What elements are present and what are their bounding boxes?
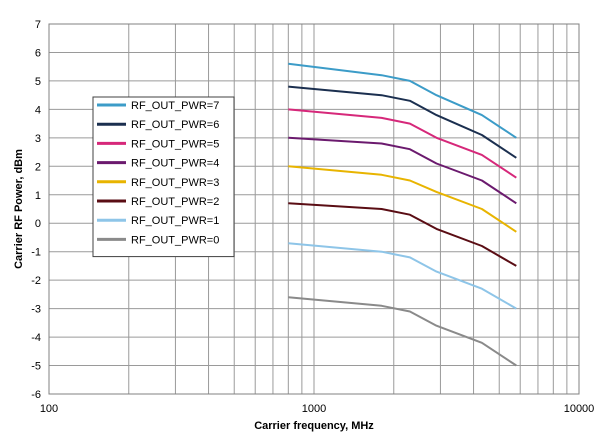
- series-line-1: [288, 85, 517, 159]
- y-tick-label: 7: [35, 19, 41, 31]
- y-tick-label: 6: [35, 47, 41, 59]
- y-tick-label: 4: [35, 104, 41, 116]
- y-tick-label: 5: [35, 76, 41, 88]
- series-line-4: [288, 165, 517, 233]
- x-tick-label: 100: [40, 403, 58, 415]
- legend: RF_OUT_PWR=7 RF_OUT_PWR=6 RF_OUT_PWR=5 RF_O…: [92, 96, 235, 258]
- y-tick-label: -5: [31, 361, 41, 373]
- x-axis-label: Carrier frequency, MHz: [254, 420, 374, 432]
- x-tick-labels: 100 1000 10000: [40, 403, 594, 415]
- series-line-2: [288, 108, 517, 179]
- y-tick-label: 1: [35, 190, 41, 202]
- series-layer: [288, 62, 517, 367]
- legend-label-3: RF_OUT_PWR=4: [131, 158, 219, 170]
- series-line-6: [288, 242, 517, 310]
- legend-label-6: RF_OUT_PWR=1: [131, 215, 219, 227]
- y-tick-label: -4: [31, 332, 41, 344]
- y-tick-label: -1: [31, 247, 41, 259]
- legend-label-5: RF_OUT_PWR=2: [131, 196, 219, 208]
- y-tick-label: 3: [35, 133, 41, 145]
- series-line-7: [288, 296, 517, 367]
- y-tick-labels: -6 -5 -4 -3 -2 -1 0 1 2 3 4 5 6 7: [31, 19, 41, 401]
- y-tick-label: -2: [31, 275, 41, 287]
- legend-label-0: RF_OUT_PWR=7: [131, 100, 219, 112]
- legend-label-4: RF_OUT_PWR=3: [131, 177, 219, 189]
- legend-label-1: RF_OUT_PWR=6: [131, 119, 219, 131]
- y-axis-label: Carrier RF Power, dBm: [13, 149, 25, 269]
- series-line-3: [288, 136, 517, 205]
- y-tick-label: 2: [35, 161, 41, 173]
- y-tick-label: -3: [31, 304, 41, 316]
- legend-label-2: RF_OUT_PWR=5: [131, 138, 219, 150]
- legend-label-7: RF_OUT_PWR=0: [131, 234, 219, 246]
- x-tick-label: 10000: [564, 403, 595, 415]
- plot-area: [48, 23, 580, 395]
- series-line-0: [288, 62, 517, 139]
- y-tick-label: 0: [35, 218, 41, 230]
- y-tick-label: -6: [31, 389, 41, 401]
- series-line-5: [288, 202, 517, 267]
- x-tick-label: 1000: [302, 403, 326, 415]
